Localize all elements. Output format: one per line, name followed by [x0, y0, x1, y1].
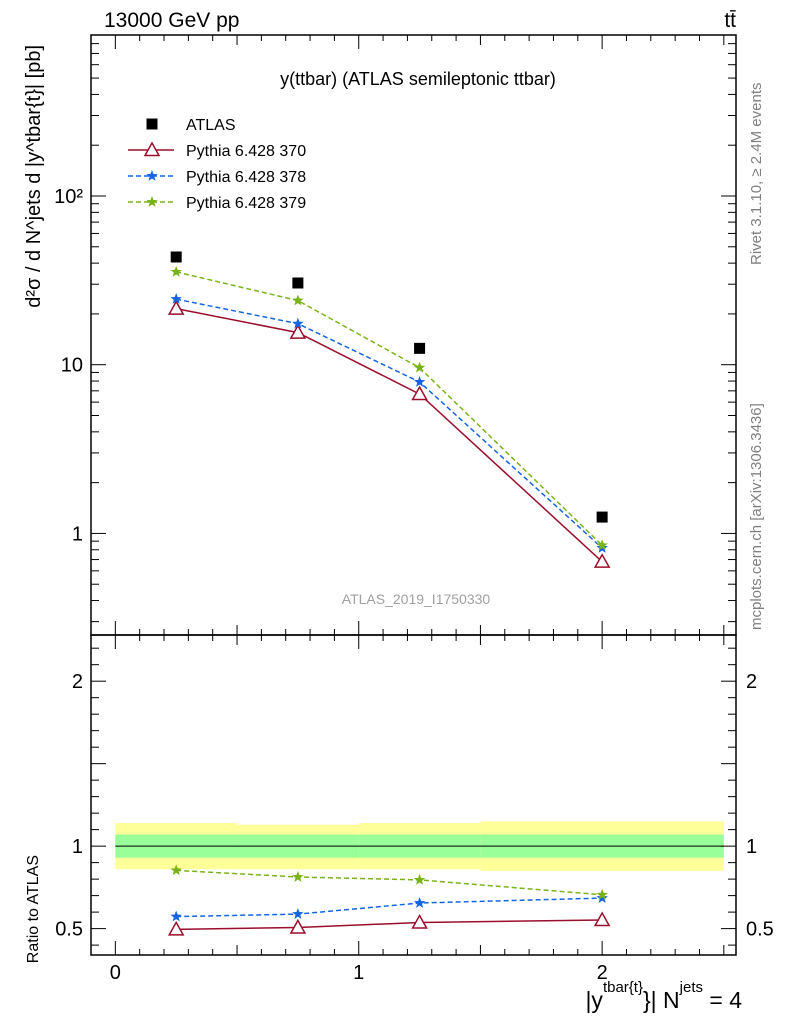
ratio-series-line-0 [176, 919, 603, 931]
main-plot-panel: 1 10 10² y(ttbar) (ATLAS semileptonic ttba… [23, 34, 737, 636]
ratio-y-tick-label-right: 2 [746, 671, 757, 693]
ratio-plot-frame [90, 634, 737, 956]
main-data-point-3 [596, 539, 608, 551]
main-data-point-0 [292, 277, 304, 289]
x-tick-label: 1 [353, 962, 364, 984]
main-data-point-2 [413, 375, 426, 387]
ratio-data-point-2 [413, 873, 426, 885]
ratio-data-point-0 [289, 918, 307, 934]
main-y-tick-label: 10 [61, 355, 83, 377]
ratio-y-tick-label-right: 1 [746, 836, 757, 858]
legend-label-2: Pythia 6.428 378 [186, 169, 306, 186]
main-data-point-0 [414, 342, 426, 354]
ratio-y-tick-label-right: 0.5 [746, 919, 774, 941]
ratio-y-tick-label-left: 0.5 [55, 919, 83, 941]
ratio-y-tick-label-left: 2 [72, 671, 83, 693]
legend-marker-0 [146, 118, 158, 130]
legend-label-0: ATLAS [186, 117, 236, 134]
x-tick-label: 0 [110, 962, 121, 984]
legend-marker-2 [146, 170, 158, 181]
main-y-tick-label: 1 [72, 523, 83, 545]
chart-title: y(ttbar) (ATLAS semileptonic ttbar) [280, 69, 556, 89]
main-data-point-3 [413, 361, 426, 373]
main-y-tick-label: 10² [54, 186, 83, 208]
ratio-data-point-1 [413, 897, 426, 908]
ratio-data-point-2 [292, 870, 304, 882]
legend-marker-3 [146, 196, 158, 207]
main-series-line-3 [176, 271, 603, 546]
main-data-point-1 [167, 300, 185, 315]
main-data-point-0 [170, 251, 182, 263]
ratio-series-line-1 [176, 897, 603, 918]
main-data-point-1 [593, 553, 611, 568]
watermark: ATLAS_2019_I1750330 [342, 591, 491, 607]
main-data-point-2 [170, 293, 182, 304]
mcplots-label: mcplots.cern.ch [arXiv:1306.3436] [748, 403, 765, 630]
final-state-label: tt̄ [724, 9, 736, 32]
ratio-y-tick-label-left: 1 [72, 836, 83, 858]
main-y-axis-label: d²σ / d N^jets d |y^tbar{t}| [pb] [23, 45, 45, 308]
ratio-data-point-0 [167, 920, 185, 936]
ratio-data-point-2 [596, 888, 608, 900]
ratio-data-point-1 [292, 908, 304, 919]
x-axis-label: |ytbar{t}}| Njets = 4 [585, 979, 742, 1013]
ratio-data-point-0 [411, 913, 428, 929]
x-tick-label: 2 [597, 962, 608, 984]
legend-label-1: Pythia 6.428 370 [186, 143, 306, 160]
ratio-data-point-1 [170, 910, 182, 922]
ratio-y-axis-label: Ratio to ATLAS [25, 855, 42, 963]
ratio-data-point-1 [596, 892, 608, 903]
main-data-point-3 [170, 265, 182, 277]
legend-marker-1 [143, 141, 161, 157]
main-data-point-1 [411, 385, 428, 401]
process-label: 13000 GeV pp [104, 9, 239, 32]
main-data-point-2 [292, 317, 304, 329]
ratio-plot-panel: 0.5 0.5 1 1 2 2 0 1 2 Ratio to ATLAS [25, 634, 774, 984]
ratio-data-point-0 [593, 911, 611, 927]
main-series-line-1 [176, 307, 603, 563]
ratio-series-line-2 [176, 869, 603, 896]
rivet-version-label: Rivet 3.1.10, ≥ 2.4M events [748, 83, 765, 266]
main-data-point-3 [292, 294, 304, 306]
main-data-point-0 [596, 511, 608, 523]
main-series-line-2 [176, 298, 603, 549]
ratio-data-point-2 [170, 864, 182, 876]
legend-label-3: Pythia 6.428 379 [186, 195, 306, 212]
main-data-point-1 [289, 324, 307, 339]
legend: ATLAS Pythia 6.428 370 Pythia 6.428 378 Pyt… [128, 117, 306, 212]
